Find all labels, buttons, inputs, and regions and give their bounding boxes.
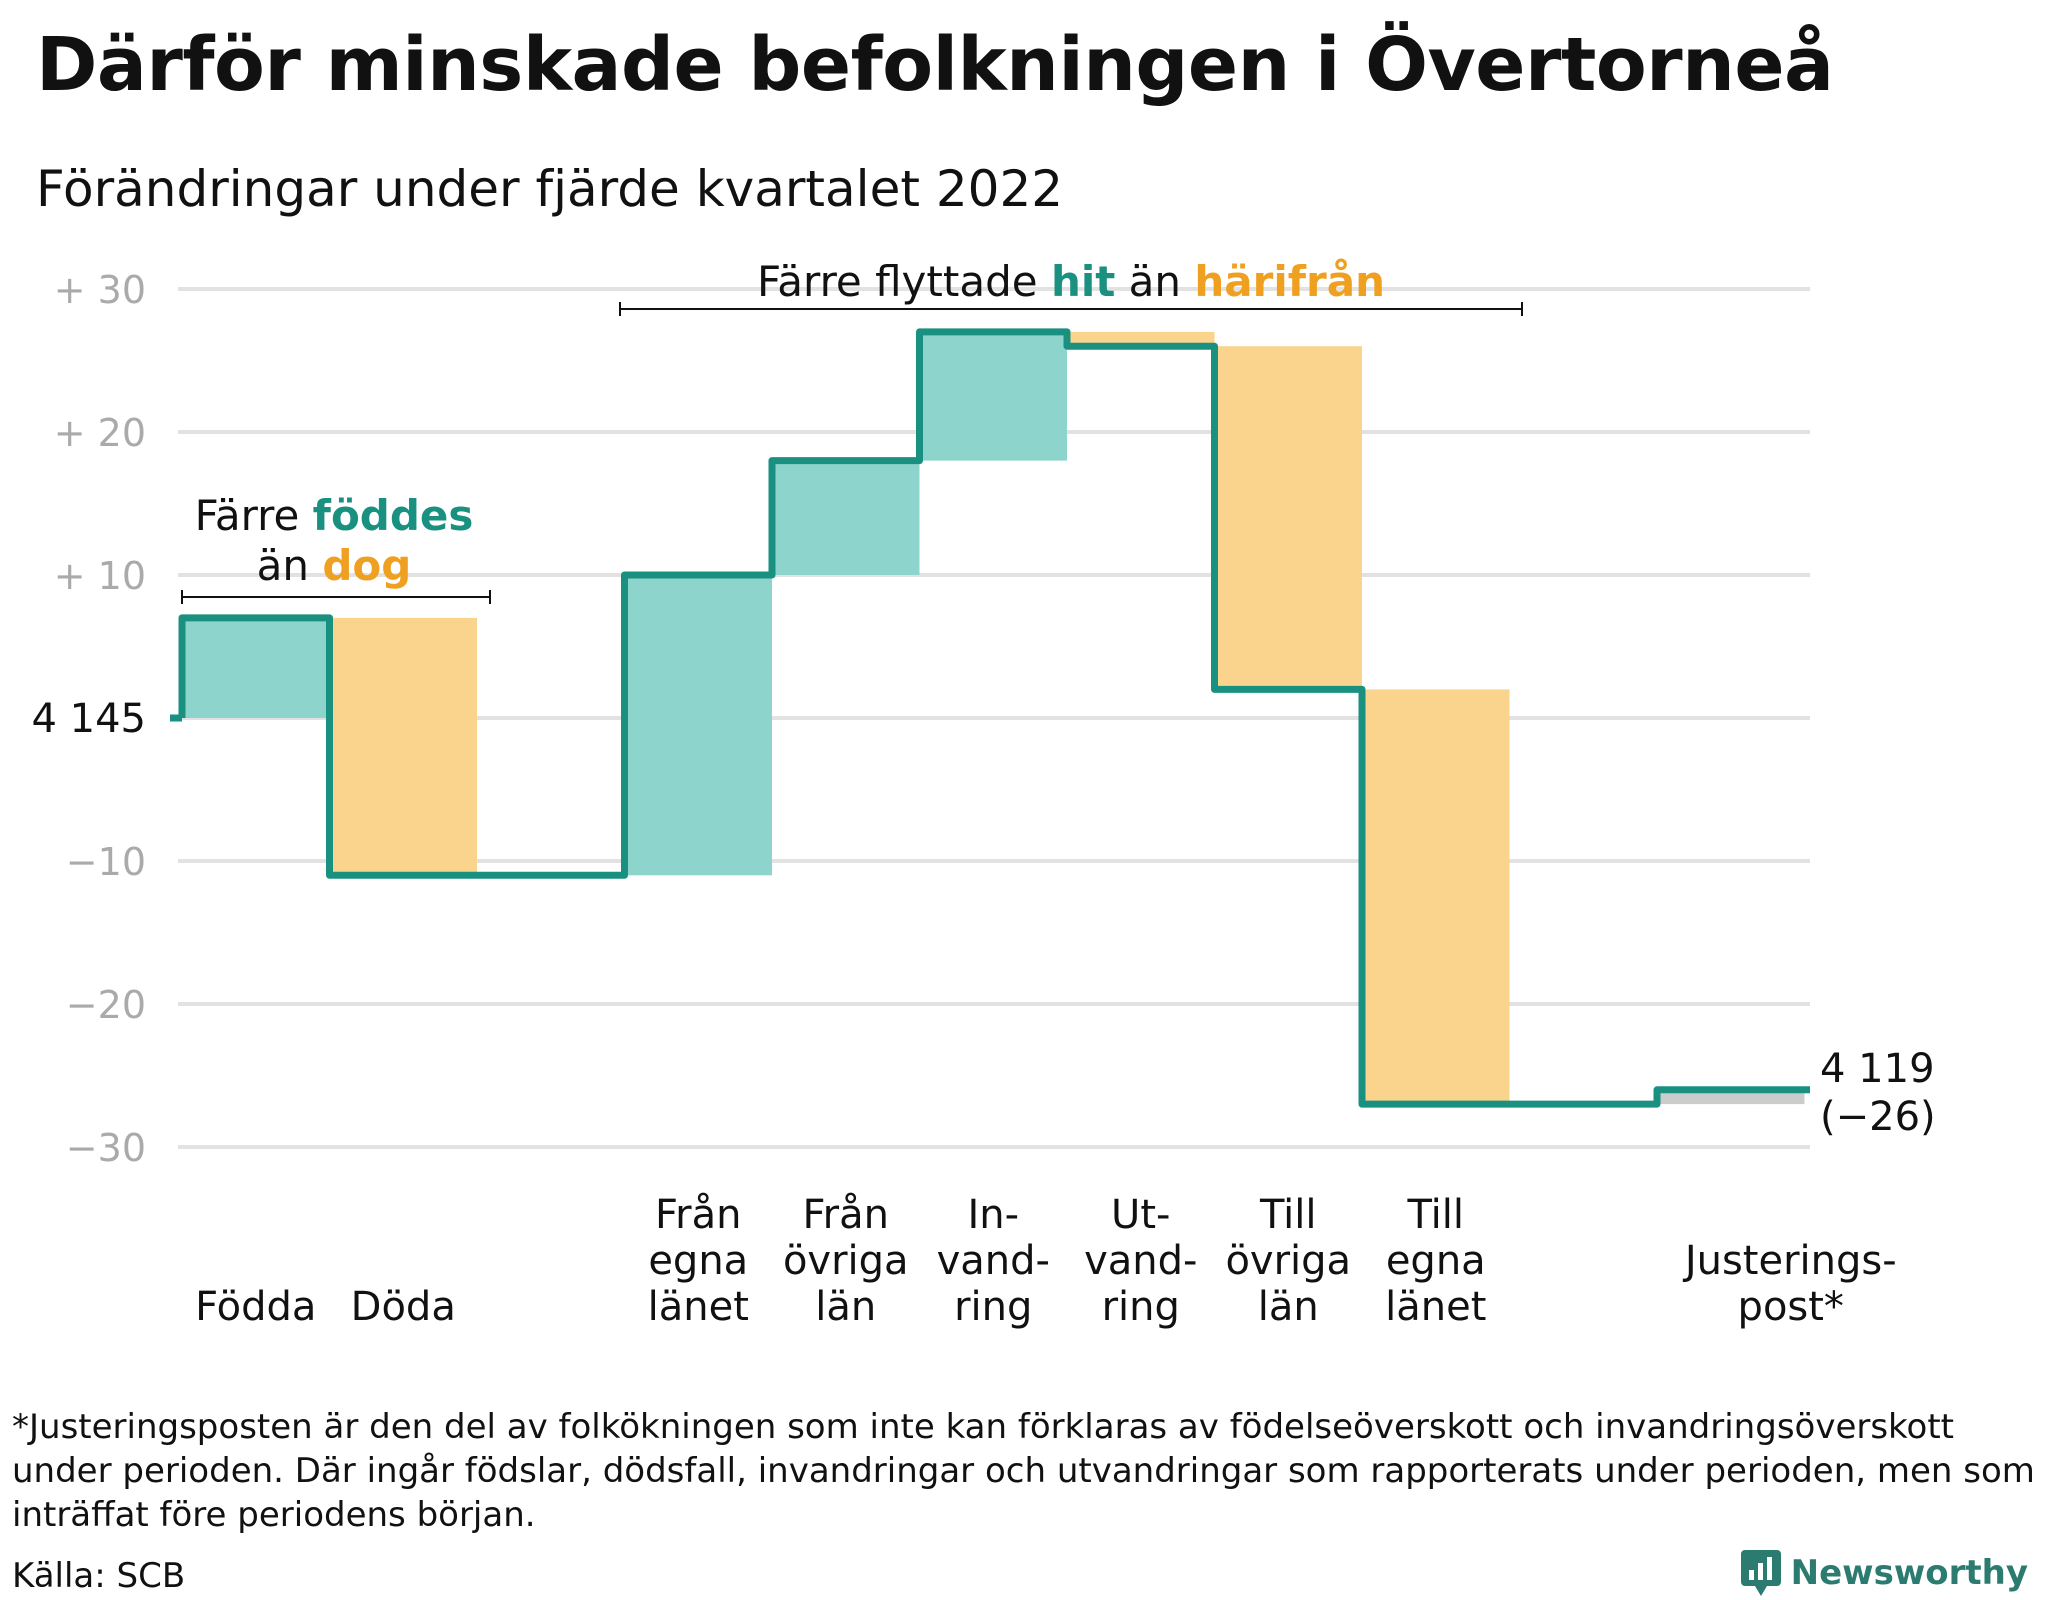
- bar-6: [1067, 331, 1215, 347]
- brand-logo: Newsworthy: [1740, 1550, 2028, 1596]
- bar-7: [1214, 346, 1362, 690]
- category-label: Från: [803, 1192, 889, 1238]
- category-label: Döda: [351, 1284, 456, 1330]
- category-label: ring: [954, 1284, 1032, 1330]
- category-label: egna: [648, 1238, 748, 1284]
- category-label: Till: [1259, 1192, 1317, 1238]
- category-label: In-: [967, 1192, 1019, 1238]
- source-note: Källa: SCB: [12, 1556, 186, 1596]
- bar-4: [772, 460, 920, 575]
- y-tick-label: + 20: [54, 411, 146, 455]
- category-label: län: [815, 1284, 876, 1330]
- waterfall-step-line: [178, 328, 1810, 1108]
- bars: [182, 331, 1805, 1105]
- y-tick-label: −20: [66, 983, 146, 1027]
- category-label: ring: [1102, 1284, 1180, 1330]
- brand-name: Newsworthy: [1790, 1553, 2028, 1593]
- bar-0: [182, 617, 330, 718]
- category-label: Till: [1406, 1192, 1464, 1238]
- category-label: länet: [1385, 1284, 1486, 1330]
- end-value-label: 4 119: [1820, 1046, 1935, 1092]
- category-label: övriga: [783, 1238, 909, 1284]
- births-annotation-line1: Färre föddes: [195, 491, 474, 540]
- bar-3: [624, 575, 772, 876]
- category-label: egna: [1386, 1238, 1486, 1284]
- chart-title: Därför minskade befolkningen i Övertorne…: [36, 22, 1834, 108]
- step-line: [170, 328, 1810, 1108]
- bar-5: [919, 331, 1067, 461]
- gridlines: [178, 287, 1810, 1149]
- chart-subtitle: Förändringar under fjärde kvartalet 2022: [36, 160, 1064, 218]
- bar-8: [1362, 689, 1510, 1105]
- start-value-label: 4 145: [31, 696, 146, 742]
- bar-10: [1657, 1089, 1805, 1105]
- births-annotation-line2: än dog: [257, 541, 412, 590]
- newsworthy-logo-icon: [1740, 1550, 1781, 1596]
- category-label: länet: [648, 1284, 749, 1330]
- bar-1: [329, 617, 477, 876]
- category-label: Från: [655, 1192, 741, 1238]
- y-tick-label: + 10: [54, 554, 146, 598]
- category-label: post*: [1738, 1284, 1844, 1330]
- category-label: Justerings-: [1682, 1238, 1897, 1284]
- y-tick-label: + 30: [54, 268, 146, 312]
- category-label: vand-: [937, 1238, 1050, 1284]
- category-label: övriga: [1225, 1238, 1351, 1284]
- y-tick-label: −30: [66, 1126, 146, 1170]
- moves-annotation: Färre flyttade hit än härifrån: [757, 257, 1385, 306]
- category-label: Födda: [195, 1284, 316, 1330]
- end-change-label: (−26): [1820, 1094, 1936, 1140]
- category-label: Ut-: [1111, 1192, 1170, 1238]
- footnote: *Justeringsposten är den del av folkökni…: [12, 1407, 2035, 1535]
- y-tick-label: −10: [66, 840, 146, 884]
- category-label: län: [1258, 1284, 1319, 1330]
- category-label: vand-: [1084, 1238, 1197, 1284]
